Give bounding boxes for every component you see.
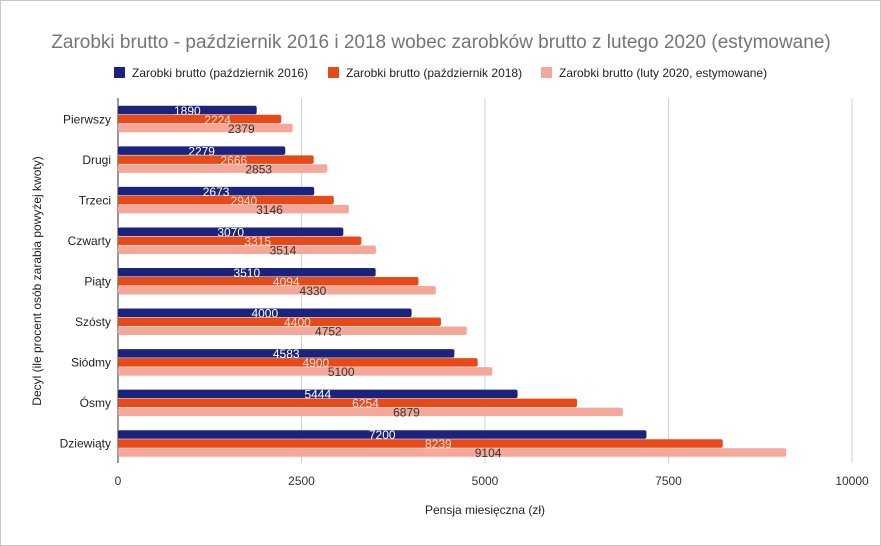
legend: Zarobki brutto (październik 2016) Zarobki… <box>114 66 767 80</box>
data-label: 4900 <box>302 356 329 370</box>
data-label: 1890 <box>174 104 201 118</box>
bar <box>118 105 257 115</box>
bar <box>118 430 647 439</box>
bar <box>118 146 286 155</box>
category-label: Siódmy <box>71 356 111 370</box>
bar <box>118 114 282 124</box>
bar <box>118 236 362 245</box>
x-tick-label: 7500 <box>655 474 682 488</box>
category-label: Pierwszy <box>63 112 111 126</box>
bar <box>118 286 436 295</box>
bar <box>118 358 478 367</box>
bar <box>118 195 334 205</box>
data-label: 2279 <box>188 144 215 158</box>
bar <box>118 349 455 358</box>
bar <box>118 326 467 336</box>
bar <box>118 227 344 236</box>
data-label: 4752 <box>315 325 342 339</box>
bar <box>118 204 349 214</box>
category-label: Drugi <box>82 153 111 167</box>
data-label: 5444 <box>304 388 331 402</box>
bar <box>118 448 787 457</box>
chart-title: Zarobki brutto - październik 2016 i 2018… <box>51 32 830 53</box>
y-axis-title: Decyl (ile procent osób zarabia powyżej … <box>30 156 44 405</box>
bar <box>118 245 376 254</box>
category-label: Dziewiąty <box>60 437 111 451</box>
data-label: 4400 <box>284 316 311 330</box>
legend-swatch <box>114 67 125 78</box>
legend-label: Zarobki brutto (październik 2018) <box>346 66 522 80</box>
bar <box>118 367 493 376</box>
data-label: 6254 <box>352 397 379 411</box>
legend-swatch <box>328 67 339 78</box>
data-label: 2940 <box>231 194 258 208</box>
data-label: 4583 <box>273 347 300 361</box>
legend-swatch <box>541 67 552 78</box>
bar <box>118 155 314 164</box>
bar <box>118 268 376 277</box>
data-label: 6879 <box>393 406 420 420</box>
bar <box>118 389 518 399</box>
category-label: Ósmy <box>80 395 111 410</box>
bar <box>118 277 419 286</box>
legend-label: Zarobki brutto (październik 2016) <box>132 66 308 80</box>
data-label: 8239 <box>425 437 452 451</box>
data-label: 3315 <box>244 234 271 248</box>
data-label: 3146 <box>256 203 283 217</box>
bar <box>118 398 578 408</box>
legend-label: Zarobki brutto (luty 2020, estymowane) <box>559 66 767 80</box>
data-label: 2673 <box>203 185 230 199</box>
data-label: 3510 <box>233 266 260 280</box>
bar <box>118 407 623 417</box>
bar <box>118 317 441 327</box>
category-label: Piąty <box>84 275 111 289</box>
category-label: Trzeci <box>79 193 111 207</box>
data-label: 4000 <box>251 307 278 321</box>
x-tick-label: 10000 <box>835 474 869 488</box>
data-label: 2379 <box>228 122 255 136</box>
data-label: 5100 <box>328 365 355 379</box>
x-axis-title: Pensja miesięczna (zł) <box>425 503 545 517</box>
data-label: 2224 <box>204 113 231 127</box>
data-label: 2853 <box>245 162 272 176</box>
bar <box>118 186 315 196</box>
bar <box>118 164 328 173</box>
data-label: 2666 <box>220 153 247 167</box>
bar <box>118 308 412 318</box>
category-label: Czwarty <box>68 234 111 248</box>
data-label: 3070 <box>217 225 244 239</box>
data-label: 9104 <box>475 446 502 460</box>
bar <box>118 439 723 448</box>
data-label: 7200 <box>369 428 396 442</box>
bar <box>118 123 293 133</box>
data-label: 3514 <box>270 243 297 257</box>
x-tick-label: 0 <box>115 474 122 488</box>
data-label: 4330 <box>300 284 327 298</box>
category-label: Szósty <box>75 315 111 329</box>
data-label: 4094 <box>273 275 300 289</box>
x-tick-label: 5000 <box>472 474 499 488</box>
x-tick-label: 2500 <box>288 474 315 488</box>
